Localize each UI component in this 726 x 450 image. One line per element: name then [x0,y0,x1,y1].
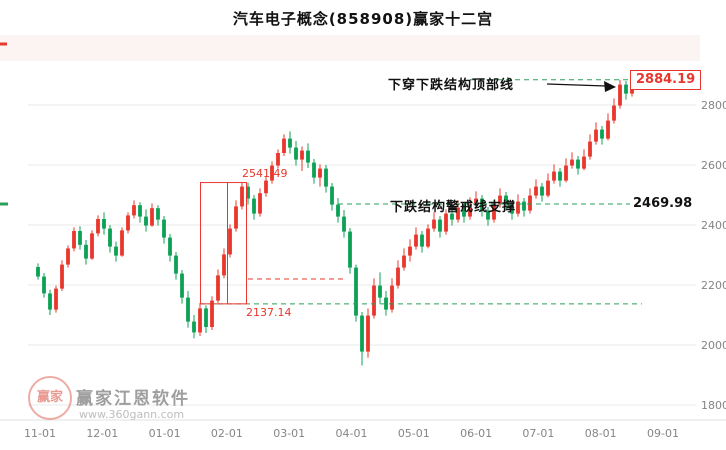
svg-text:2200: 2200 [701,279,726,292]
svg-text:2800: 2800 [701,99,726,112]
box-bottom-price-value: 2137.14 [246,306,292,319]
watermark-site-url: www.360gann.com [79,408,185,421]
svg-text:04-01: 04-01 [336,427,368,440]
annotation-cross-top-line: 下穿下跌结构顶部线 [388,78,515,93]
svg-text:02-01: 02-01 [211,427,243,440]
svg-text:07-01: 07-01 [522,427,554,440]
svg-text:12-01: 12-01 [86,427,118,440]
top-zone-band [0,35,700,61]
page-title: 汽车电子概念(858908)赢家十二宫 [232,10,494,28]
svg-text:1800: 1800 [701,399,726,412]
watermark-logo-icon: 赢家 [28,376,72,420]
latest-price-tag: 2884.19 [630,69,702,90]
svg-text:08-01: 08-01 [585,427,617,440]
svg-text:03-01: 03-01 [273,427,305,440]
svg-text:09-01: 09-01 [647,427,679,440]
svg-text:11-01: 11-01 [24,427,56,440]
watermark-brand: 赢家江恩软件 [76,389,190,409]
svg-text:2400: 2400 [701,219,726,232]
svg-text:01-01: 01-01 [149,427,181,440]
support-price-value: 2469.98 [633,196,693,211]
svg-text:2000: 2000 [701,339,726,352]
svg-text:2600: 2600 [701,159,726,172]
box-top-price-value: 2541.49 [242,167,288,180]
svg-text:06-01: 06-01 [460,427,492,440]
svg-text:05-01: 05-01 [398,427,430,440]
structure-box [200,182,247,305]
annotation-support-line: 下跌结构警戒线支撑 [390,200,517,215]
annotation-arrow [546,83,607,87]
